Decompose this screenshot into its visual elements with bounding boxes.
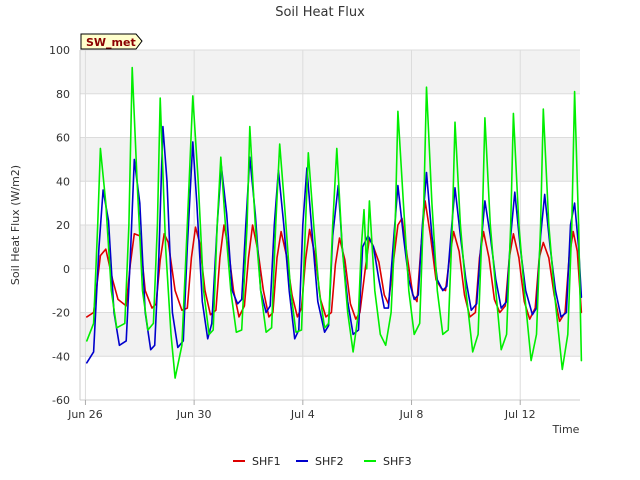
legend: SHF1 SHF2 SHF3	[233, 455, 412, 468]
x-ticks: Jun 26 Jun 30 Jul 4 Jul 8 Jul 12	[67, 400, 536, 421]
series-line-shf3	[86, 66, 583, 379]
x-tick-label: Jul 4	[290, 408, 315, 421]
x-tick-label: Jun 30	[176, 408, 212, 421]
station-badge-box	[80, 33, 143, 50]
y-tick-label: -20	[52, 307, 70, 320]
y-tick-label: 60	[56, 132, 70, 145]
legend-label: SHF1	[252, 455, 281, 468]
legend-label: SHF3	[383, 455, 412, 468]
legend-item-shf3: SHF3	[364, 455, 412, 468]
y-ticks: -60 -40 -20 0 20 40 60 80 100	[49, 44, 70, 407]
station-badge: SW_met	[80, 33, 143, 50]
x-tick-label: Jul 12	[504, 408, 536, 421]
x-tick-label: Jul 8	[399, 408, 424, 421]
series-line-shf2	[86, 125, 583, 364]
plot-band	[80, 50, 580, 94]
plot-band	[80, 225, 580, 269]
x-tick-label: Jun 26	[67, 408, 103, 421]
y-tick-label: 20	[56, 219, 70, 232]
y-tick-label: 0	[63, 263, 70, 276]
station-badge-label: SW_met	[86, 36, 136, 49]
plot-band	[80, 312, 580, 357]
y-tick-label: -40	[52, 350, 70, 363]
chart-title: Soil Heat Flux	[275, 5, 365, 20]
x-axis-label: Time	[552, 423, 580, 436]
y-tick-label: 40	[56, 175, 70, 188]
legend-label: SHF2	[315, 455, 344, 468]
series-lines	[86, 66, 583, 379]
plot-band	[80, 137, 580, 182]
y-tick-label: 100	[49, 44, 70, 57]
y-tick-label: -60	[52, 394, 70, 407]
legend-item-shf1: SHF1	[233, 455, 281, 468]
y-axis-label: Soil Heat Flux (W/m2)	[9, 165, 22, 285]
plot-bands	[80, 50, 580, 357]
series-line-shf1	[86, 200, 583, 323]
legend-item-shf2: SHF2	[296, 455, 344, 468]
y-tick-label: 80	[56, 88, 70, 101]
